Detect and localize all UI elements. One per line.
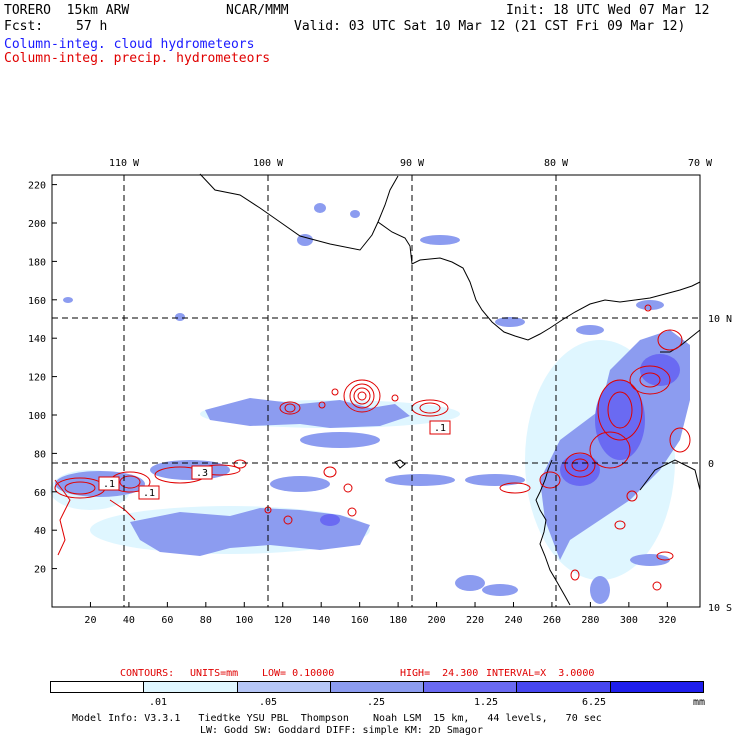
coastline <box>199 173 701 606</box>
colorbar-segment <box>329 681 425 693</box>
colorbar-label: 6.25 <box>581 697 607 708</box>
y-tick-label: 160 <box>28 296 46 307</box>
contours-high: HIGH= 24.300 <box>400 668 479 679</box>
colorbar-segment <box>50 681 145 693</box>
lon-label: 100 W <box>253 158 284 169</box>
contours-low: LOW= 0.10000 <box>262 668 335 679</box>
map-frame <box>51 174 701 608</box>
x-tick-label: 240 <box>504 615 522 626</box>
x-tick-label: 40 <box>123 615 135 626</box>
colorbar-unit: mm <box>693 697 706 708</box>
lon-label: 90 W <box>400 158 425 169</box>
contour-label-2: .1 <box>103 479 115 490</box>
model-title: TORERO 15km ARW <box>4 3 130 18</box>
contour-label-1: .1 <box>434 423 446 434</box>
y-tick-label: 20 <box>34 565 46 576</box>
x-tick-label: 320 <box>658 615 676 626</box>
lon-labels: 110 W 100 W 90 W 80 W 70 W <box>109 158 713 169</box>
x-tick-label: 140 <box>312 615 330 626</box>
y-tick-label: 140 <box>28 334 46 345</box>
lat-label: 0 <box>708 459 714 470</box>
model-info-2: LW: Godd SW: Goddard DIFF: simple KM: 2D… <box>200 725 483 736</box>
colorbar-segment <box>609 681 704 693</box>
contours-label: CONTOURS: <box>120 668 175 679</box>
contours-interval: INTERVAL=X 3.0000 <box>486 668 595 679</box>
init-time: Init: 18 UTC Wed 07 Mar 12 <box>506 3 710 18</box>
y-tick-label: 80 <box>34 449 46 460</box>
y-tick-label: 100 <box>28 411 46 422</box>
colorbar-label: 1.25 <box>473 697 499 708</box>
lat-labels: 10 N 0 10 S <box>708 314 732 614</box>
colorbar-label: .05 <box>258 697 278 708</box>
x-tick-label: 300 <box>620 615 638 626</box>
colorbar-label: .01 <box>148 697 168 708</box>
axis-ticks: 220 200 180 160 140 120 100 80 60 40 20 20 40 60 80 100… <box>28 181 676 626</box>
x-tick-label: 280 <box>581 615 599 626</box>
lat-lon-grid <box>52 175 700 607</box>
x-tick-label: 180 <box>389 615 407 626</box>
contour-label-3: .1 <box>143 488 155 499</box>
lat-label: 10 S <box>708 603 732 614</box>
y-tick-label: 120 <box>28 373 46 384</box>
lon-label: 110 W <box>109 158 140 169</box>
x-tick-label: 100 <box>235 615 253 626</box>
colorbar-segment <box>516 681 611 693</box>
colorbar-segment <box>143 681 238 693</box>
valid-time: Valid: 03 UTC Sat 10 Mar 12 (21 CST Fri … <box>294 19 686 34</box>
x-tick-label: 20 <box>84 615 96 626</box>
colorbar-segment <box>236 681 331 693</box>
y-tick-label: 180 <box>28 257 46 268</box>
model-info: Model Info: V3.3.1 Tiedtke YSU PBL Thomp… <box>72 713 602 724</box>
x-tick-label: 220 <box>466 615 484 626</box>
lat-label: 10 N <box>708 314 732 325</box>
x-tick-label: 120 <box>274 615 292 626</box>
y-tick-label: 220 <box>28 181 46 192</box>
x-tick-label: 260 <box>543 615 561 626</box>
contours-units: UNITS=mm <box>190 668 239 679</box>
x-tick-label: 200 <box>428 615 446 626</box>
colorbar-segment <box>423 681 518 693</box>
cloud-shading-dark <box>320 354 680 526</box>
x-tick-label: 60 <box>161 615 173 626</box>
legend-cloud: Column-integ. cloud hydrometeors <box>4 37 255 52</box>
lon-label: 70 W <box>688 158 713 169</box>
fcst-value: 57 h <box>76 19 108 34</box>
org-label: NCAR/MMM <box>226 3 289 18</box>
y-tick-label: 60 <box>34 488 46 499</box>
colorbar-label: .25 <box>366 697 386 708</box>
y-tick-label: 40 <box>34 526 46 537</box>
legend-precip: Column-integ. precip. hydrometeors <box>4 51 271 66</box>
x-tick-label: 160 <box>351 615 369 626</box>
contour-labels: .1 .1 .1 .3 <box>98 420 451 500</box>
lon-label: 80 W <box>544 158 569 169</box>
y-tick-label: 200 <box>28 219 46 230</box>
x-tick-label: 80 <box>200 615 212 626</box>
fcst-label: Fcst: <box>4 19 44 34</box>
contour-label-4: .3 <box>196 468 208 479</box>
